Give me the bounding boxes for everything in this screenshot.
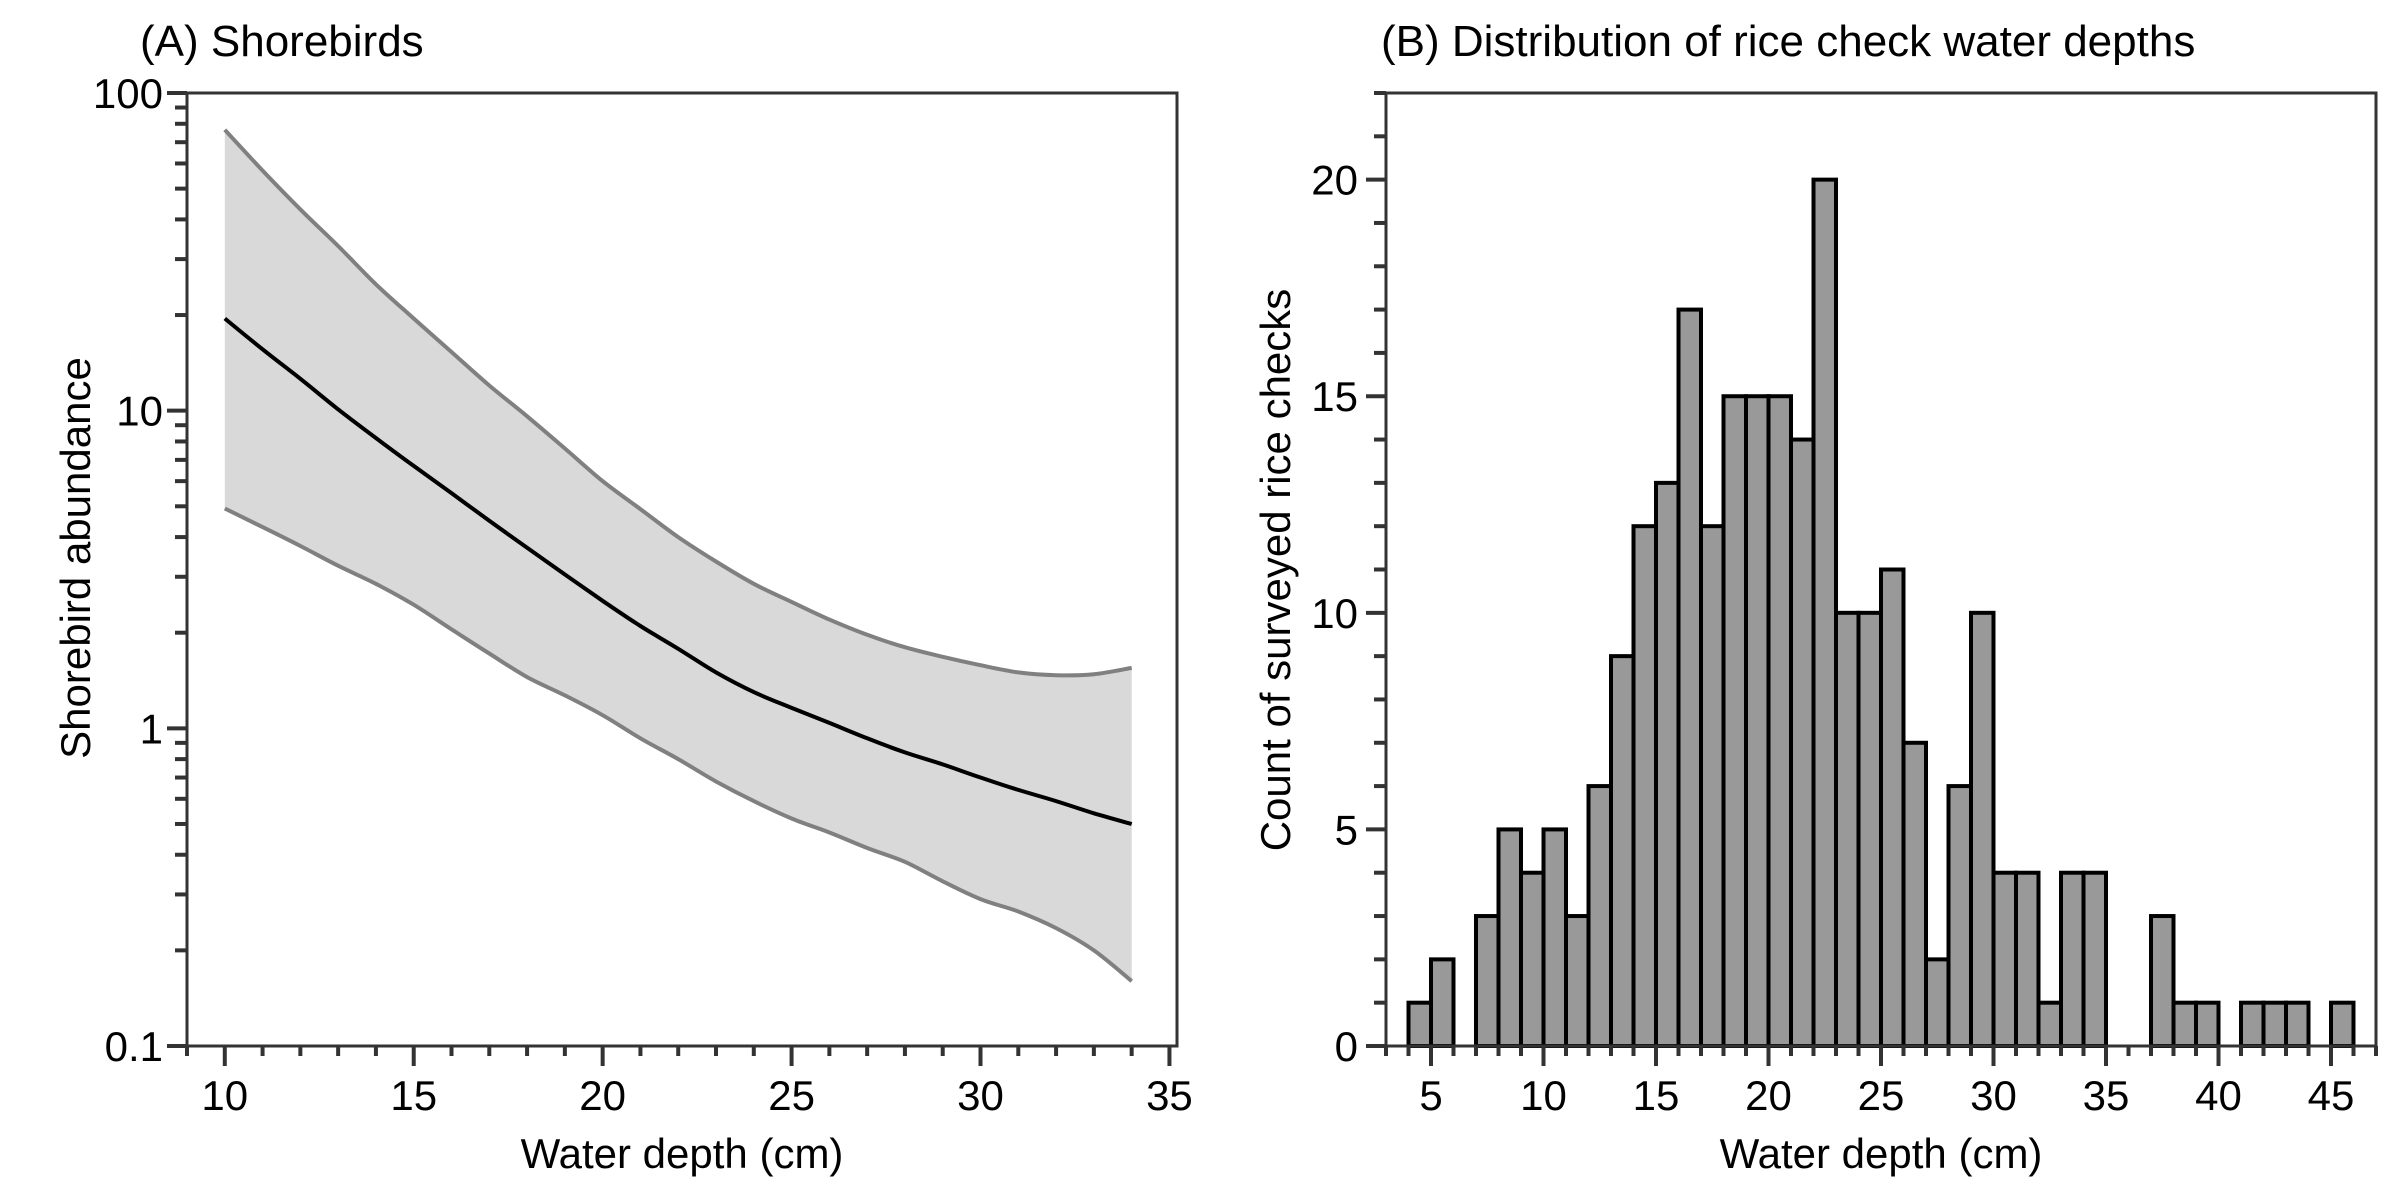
y-tick-label: 20 [1311, 157, 1358, 204]
panel-b-x-axis-label: Water depth (cm) [1720, 1130, 2043, 1177]
upper-ci-line [223, 128, 1133, 678]
histogram-bar [1811, 177, 1838, 1049]
lower-ci-line [223, 506, 1133, 983]
histogram-bar [1856, 610, 1883, 1048]
y-tick-label: 0 [1335, 1023, 1358, 1070]
histogram-bar [1991, 870, 2018, 1049]
histogram-bar [2171, 1000, 2198, 1049]
histogram-bar [1406, 1000, 1433, 1049]
panel-a-y-axis-label: Shorebird abundance [52, 357, 99, 759]
histogram-bar [1969, 610, 1996, 1048]
x-tick-label: 10 [201, 1072, 248, 1119]
y-tick-label: 10 [116, 388, 163, 435]
predicted-abundance-line [223, 316, 1133, 826]
histogram-bar [1541, 827, 1568, 1049]
histogram-bar [1744, 394, 1771, 1048]
histogram-bar [1789, 437, 1816, 1048]
x-tick-label: 15 [390, 1072, 437, 1119]
x-tick-label: 35 [1146, 1072, 1193, 1119]
histogram-bar [1901, 740, 1928, 1048]
histogram-bar [1654, 480, 1681, 1048]
histogram-bar [1766, 394, 1793, 1048]
panel-b-axes: 5 10 15 20 25 30 35 40 45 0 5 10 15 20 [1311, 91, 2378, 1119]
panel-a-shorebirds: (A) Shorebirds 10 15 20 25 30 35 0.1 1 10 100 Wat… [52, 17, 1193, 1177]
panel-b-depth-distribution: (B) Distribution of rice check water dep… [1252, 17, 2378, 1177]
histogram-bar [1496, 827, 1523, 1049]
histogram-bar [1586, 784, 1613, 1048]
histogram-bar [1946, 784, 1973, 1048]
panel-b-title: (B) Distribution of rice check water dep… [1381, 17, 2195, 66]
y-tick-label: 100 [93, 70, 163, 117]
panel-a-frame [185, 91, 1179, 1048]
histogram-bar [1519, 870, 1546, 1049]
histogram-bar [1699, 524, 1726, 1048]
histogram-bar [2036, 1000, 2063, 1049]
histogram-bar [2329, 1000, 2356, 1049]
histogram-bar [2261, 1000, 2288, 1049]
histogram-bar [1676, 307, 1703, 1049]
panel-a-title: (A) Shorebirds [140, 17, 424, 66]
panel-a-axes: 10 15 20 25 30 35 0.1 1 10 100 [93, 70, 1193, 1119]
histogram-bar [2059, 870, 2086, 1049]
confidence-band [224, 129, 1132, 982]
histogram-bar [2014, 870, 2041, 1049]
x-tick-label: 45 [2308, 1072, 2355, 1119]
x-tick-label: 20 [1745, 1072, 1792, 1119]
x-tick-label: 25 [1858, 1072, 1905, 1119]
histogram-bar [1721, 394, 1748, 1048]
y-tick-label: 1 [140, 705, 163, 752]
histogram-bar [1924, 957, 1951, 1049]
x-tick-label: 40 [2195, 1072, 2242, 1119]
panel-b-y-axis-label: Count of surveyed rice checks [1252, 289, 1299, 852]
histogram-bar [1879, 567, 1906, 1048]
histogram-bar [2194, 1000, 2221, 1049]
histogram-bar [1474, 914, 1501, 1049]
histogram-bar [2284, 1000, 2311, 1049]
x-tick-label: 10 [1520, 1072, 1567, 1119]
histogram-bar [2081, 870, 2108, 1049]
histogram-bar [1631, 524, 1658, 1048]
y-tick-label: 10 [1311, 590, 1358, 637]
histogram-bar [1609, 654, 1636, 1048]
y-tick-label: 0.1 [105, 1023, 163, 1070]
x-tick-label: 30 [957, 1072, 1004, 1119]
panel-a-x-axis-label: Water depth (cm) [521, 1130, 844, 1177]
y-tick-label: 15 [1311, 373, 1358, 420]
x-tick-label: 35 [2083, 1072, 2130, 1119]
histogram-bar [2149, 914, 2176, 1049]
x-tick-label: 25 [768, 1072, 815, 1119]
x-tick-label: 30 [1970, 1072, 2017, 1119]
histogram-bar [1834, 610, 1861, 1048]
panel-b-plot-area [1406, 177, 2356, 1049]
x-tick-label: 20 [579, 1072, 626, 1119]
x-tick-label: 5 [1419, 1072, 1442, 1119]
y-tick-label: 5 [1335, 806, 1358, 853]
histogram-bar [1564, 914, 1591, 1049]
histogram-bar [1429, 957, 1456, 1049]
histogram-bar [2239, 1000, 2266, 1049]
panel-a-plot-area [223, 128, 1133, 983]
x-tick-label: 15 [1633, 1072, 1680, 1119]
